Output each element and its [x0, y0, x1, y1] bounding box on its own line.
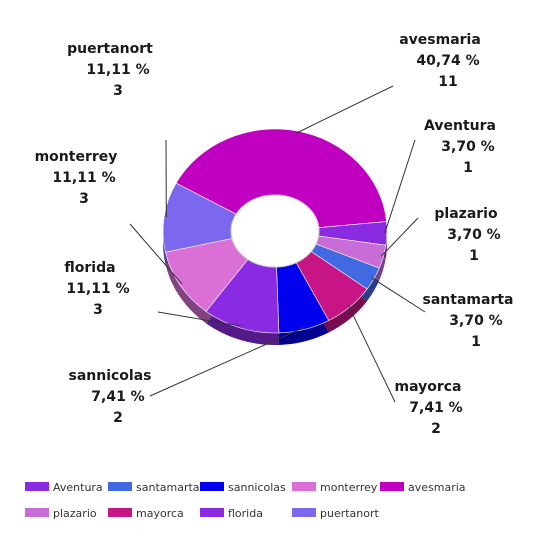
callout-plazario: plazario 3,70 % 1: [434, 206, 500, 264]
legend-label-monterrey: monterrey: [320, 481, 378, 494]
leader-florida: [157, 311, 242, 327]
legend-item-plazario: plazario: [25, 507, 97, 520]
legend-item-monterrey: monterrey: [292, 481, 378, 494]
legend-label-plazario: plazario: [53, 507, 97, 520]
leader-aventura: [384, 139, 416, 234]
legend-swatch-mayorca: [108, 508, 132, 517]
leader-santamarta: [371, 277, 426, 313]
legend-item-sannicolas: sannicolas: [200, 481, 286, 494]
legend-swatch-avesmaria: [380, 482, 404, 491]
leader-mayorca: [347, 305, 396, 403]
donut-hole: [230, 194, 320, 268]
legend-label-florida: florida: [228, 507, 263, 520]
legend-item-florida: florida: [200, 507, 263, 520]
legend-label-avesmaria: avesmaria: [408, 481, 466, 494]
legend-item-avesmaria: avesmaria: [380, 481, 466, 494]
legend-label-mayorca: mayorca: [136, 507, 184, 520]
callout-florida: florida 11,11 % 3: [64, 260, 129, 318]
legend-item-santamarta: santamarta: [108, 481, 200, 494]
legend-swatch-florida: [200, 508, 224, 517]
legend-swatch-santamarta: [108, 482, 132, 491]
legend-label-santamarta: santamarta: [136, 481, 200, 494]
legend-swatch-sannicolas: [200, 482, 224, 491]
legend-swatch-aventura: [25, 482, 49, 491]
leader-avesmaria: [296, 85, 394, 134]
leader-sannicolas: [149, 326, 305, 397]
legend: Aventura santamarta sannicolas monterrey ave…: [25, 481, 466, 520]
legend-label-puertanort: puertanort: [320, 507, 380, 520]
legend-label-sannicolas: sannicolas: [228, 481, 286, 494]
leader-monterrey: [129, 223, 183, 285]
legend-label-aventura: Aventura: [53, 481, 103, 494]
legend-item-mayorca: mayorca: [108, 507, 184, 520]
callout-aventura: Aventura 3,70 % 1: [424, 118, 496, 176]
callout-mayorca: mayorca 7,41 % 2: [395, 379, 463, 437]
legend-item-aventura: Aventura: [25, 481, 103, 494]
callout-santamarta: santamarta 3,70 % 1: [423, 292, 514, 350]
callout-monterrey: monterrey 11,11 % 3: [35, 149, 118, 207]
legend-swatch-puertanort: [292, 508, 316, 517]
callout-labels: avesmaria 40,74 % 11 Aventura 3,70 % 1 plazari…: [35, 32, 514, 437]
leader-plazario: [380, 217, 419, 257]
leader-lines: [129, 85, 426, 403]
donut-slices: [162, 128, 388, 334]
legend-item-puertanort: puertanort: [292, 507, 380, 520]
callout-avesmaria: avesmaria 40,74 % 11: [399, 32, 481, 90]
callout-puertanort: puertanort 11,11 % 3: [67, 41, 153, 99]
legend-swatch-plazario: [25, 508, 49, 517]
callout-sannicolas: sannicolas 7,41 % 2: [68, 368, 151, 426]
legend-swatch-monterrey: [292, 482, 316, 491]
